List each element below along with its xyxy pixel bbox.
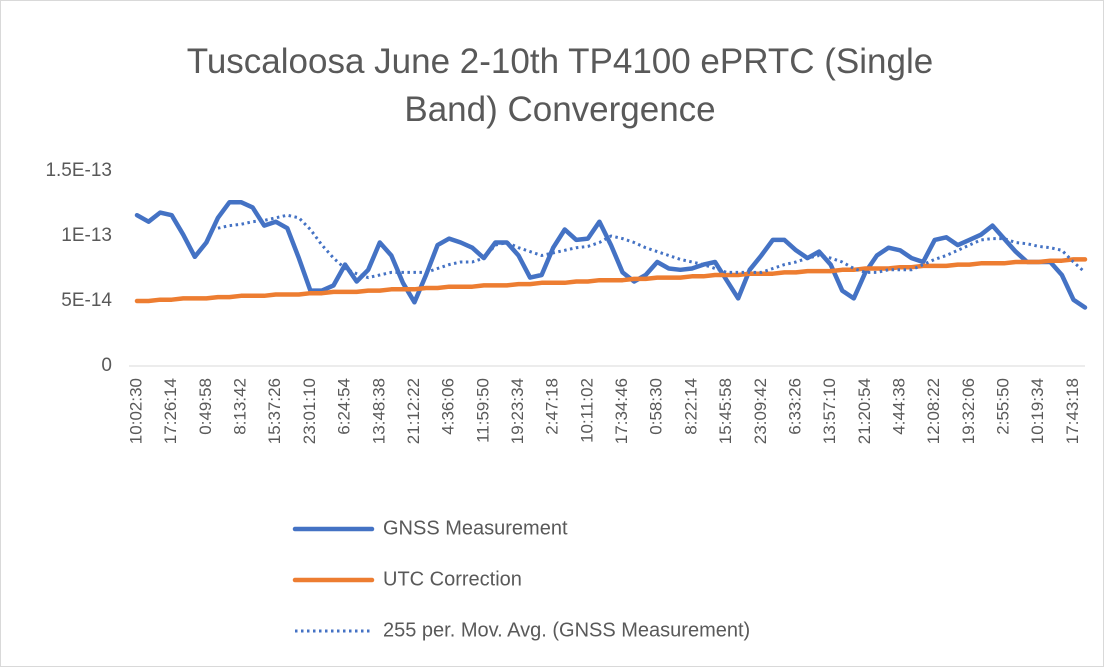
x-tick-label: 17:26:14 — [161, 378, 180, 444]
y-tick-label: 5E-14 — [61, 290, 112, 311]
x-tick-label: 2:55:50 — [994, 378, 1013, 435]
x-tick-label: 10:02:30 — [126, 378, 145, 444]
series-line — [134, 199, 1088, 310]
x-tick-label: 11:59:50 — [473, 378, 492, 443]
x-tick-label: 17:43:18 — [1063, 378, 1082, 444]
x-tick-label: 4:36:06 — [439, 378, 458, 435]
series-line — [217, 213, 1087, 280]
x-tick-label: 6:24:54 — [335, 378, 354, 435]
x-tick-label: 4:44:38 — [890, 378, 909, 435]
legend-label: GNSS Measurement — [383, 517, 568, 539]
legend-label: UTC Correction — [383, 568, 522, 590]
x-tick-label: 10:19:34 — [1028, 378, 1047, 444]
x-tick-label: 8:13:42 — [231, 378, 250, 435]
legend-label: 255 per. Mov. Avg. (GNSS Measurement) — [383, 619, 750, 641]
x-tick-label: 19:32:06 — [959, 378, 978, 444]
x-tick-label: 19:23:34 — [508, 378, 527, 444]
chart-title: Tuscaloosa June 2-10th TP4100 ePRTC (Sin… — [186, 42, 934, 129]
x-tick-label: 21:12:22 — [404, 378, 423, 444]
y-tick-label: 0 — [101, 355, 112, 376]
y-tick-label: 1.5E-13 — [45, 160, 112, 181]
x-tick-label: 23:01:10 — [300, 378, 319, 444]
x-tick-label: 8:22:14 — [681, 378, 700, 435]
series-line — [134, 257, 1088, 304]
x-tick-label: 0:58:30 — [647, 378, 666, 435]
x-tick-label: 17:34:46 — [612, 378, 631, 444]
x-tick-label: 10:11:02 — [577, 378, 596, 443]
x-tick-label: 15:45:58 — [716, 378, 735, 444]
x-tick-label: 21:20:54 — [855, 378, 874, 444]
x-tick-label: 23:09:42 — [751, 378, 770, 444]
y-tick-label: 1E-13 — [61, 225, 112, 246]
x-tick-label: 12:08:22 — [924, 378, 943, 444]
x-tick-label: 2:47:18 — [543, 378, 562, 435]
x-tick-label: 0:49:58 — [196, 378, 215, 435]
x-tick-label: 13:48:38 — [369, 378, 388, 444]
x-tick-label: 6:33:26 — [785, 378, 804, 435]
x-tick-label: 15:37:26 — [265, 378, 284, 444]
x-tick-label: 13:57:10 — [820, 378, 839, 444]
